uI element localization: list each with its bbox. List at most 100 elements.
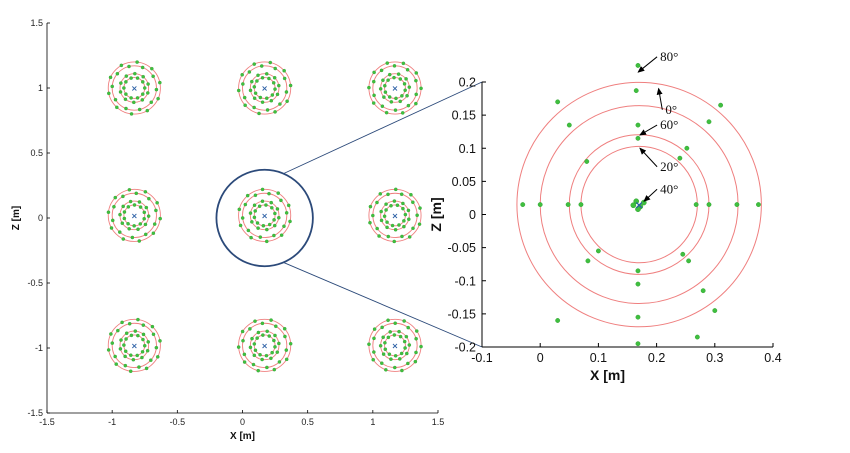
target-group: × — [236, 318, 293, 373]
sample-point — [241, 82, 245, 86]
sample-point — [118, 230, 122, 234]
sample-point — [635, 281, 641, 287]
sample-point — [392, 199, 397, 203]
sample-point — [371, 213, 375, 218]
center-cluster-point — [633, 198, 640, 205]
sample-point — [399, 192, 404, 197]
center-cluster-point — [635, 206, 641, 212]
sample-point — [145, 108, 150, 113]
sample-point — [250, 336, 254, 341]
sample-point — [520, 202, 526, 207]
sample-point — [116, 328, 120, 333]
sample-point — [129, 96, 133, 100]
sample-point — [273, 211, 277, 216]
zoomed-y-tick-label: -0.15 — [448, 307, 477, 321]
sample-point — [128, 369, 133, 373]
sample-point — [566, 122, 572, 128]
sample-point — [253, 193, 258, 198]
sample-point — [124, 92, 128, 96]
sample-point — [383, 347, 388, 351]
sample-point — [269, 98, 274, 103]
sample-point — [275, 207, 280, 211]
sample-point — [256, 226, 260, 230]
sample-point — [248, 345, 253, 350]
sample-point — [264, 72, 269, 76]
sample-point — [633, 88, 639, 94]
target-group: × — [367, 61, 423, 115]
sample-point — [397, 329, 401, 334]
zoomed-plot: × -0.1 0 0.1 0.2 0.3 0.40.20.150.10.050-0.05-… — [428, 49, 782, 383]
sample-point — [419, 86, 423, 91]
overview-y-tick-label: -1.5 — [27, 408, 43, 418]
sample-point — [381, 78, 385, 83]
sample-point — [257, 111, 261, 116]
sample-point — [368, 220, 372, 225]
sample-point — [385, 61, 390, 65]
center-marker: × — [392, 211, 399, 220]
zoomed-x-tick-label: 0 — [537, 351, 544, 365]
sample-point — [242, 352, 247, 357]
sample-point — [393, 227, 398, 232]
sample-point — [123, 349, 128, 354]
sample-point — [718, 102, 724, 108]
zoomed-x-tick-label: 0.4 — [764, 351, 781, 365]
sample-point — [132, 100, 136, 105]
sample-point — [264, 353, 269, 358]
zoomed-y-tick-label: 0 — [469, 208, 476, 222]
sample-point — [405, 93, 409, 98]
sample-point — [393, 321, 397, 325]
sample-point — [277, 341, 281, 346]
sample-point — [128, 199, 133, 204]
sample-point — [127, 321, 132, 326]
sample-point — [706, 202, 712, 207]
sample-point — [150, 324, 155, 329]
sample-point — [249, 235, 253, 240]
sample-point — [368, 204, 373, 209]
sample-point — [393, 354, 398, 358]
sample-point — [124, 337, 128, 341]
sample-point — [273, 87, 277, 91]
sample-point — [415, 213, 419, 218]
sample-point — [265, 108, 270, 112]
sample-point — [243, 202, 248, 207]
sample-point — [383, 83, 387, 88]
sample-point — [284, 348, 289, 352]
sample-point — [136, 317, 140, 322]
sample-point — [265, 329, 269, 334]
sample-point — [414, 329, 419, 333]
sample-point — [635, 122, 641, 128]
sample-point — [121, 194, 125, 199]
sample-point — [146, 91, 150, 95]
sample-point — [275, 92, 280, 97]
sample-point — [700, 288, 706, 294]
sample-point — [379, 209, 383, 214]
sample-point — [260, 100, 265, 104]
sample-point — [283, 334, 287, 339]
sample-point — [271, 81, 276, 85]
sample-point — [404, 334, 409, 339]
sample-point — [406, 361, 410, 366]
zoomed-y-tick-label: -0.2 — [454, 341, 476, 355]
sample-point — [386, 192, 390, 197]
zoomed-y-tick-label: 0.05 — [452, 175, 476, 189]
sample-point — [252, 62, 256, 66]
zoom-circle — [215, 168, 314, 268]
sample-point — [123, 97, 128, 102]
sample-point — [706, 119, 712, 125]
sample-point — [285, 99, 289, 103]
sample-point — [395, 203, 400, 208]
sample-point — [121, 237, 126, 241]
sample-point — [268, 60, 273, 65]
sample-point — [413, 359, 418, 364]
sample-point — [146, 340, 150, 344]
sample-point — [279, 198, 283, 203]
sample-point — [252, 85, 257, 89]
sample-point — [256, 73, 260, 78]
sample-point — [256, 330, 261, 335]
ring-circle — [111, 322, 157, 369]
sample-point — [242, 95, 247, 100]
sample-point — [407, 85, 412, 89]
sample-point — [407, 343, 412, 347]
sample-point — [118, 347, 123, 351]
